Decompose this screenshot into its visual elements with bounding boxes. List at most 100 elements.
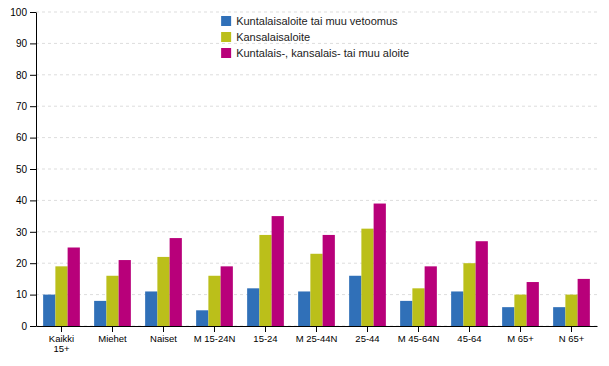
bar: [514, 295, 526, 326]
y-tick-mark: [30, 12, 36, 13]
y-tick-label: 10: [16, 289, 28, 300]
y-tick-mark: [30, 295, 36, 296]
bar: [94, 301, 106, 326]
x-tick: Miehet: [98, 326, 127, 344]
y-tick-label: 80: [16, 70, 28, 81]
bar: [451, 291, 463, 326]
x-tick-mark: [214, 326, 215, 332]
bar: [502, 307, 514, 326]
x-tick-label-line: Kaikki: [49, 333, 74, 344]
bar-series: [55, 229, 577, 326]
bar: [119, 260, 131, 326]
x-tick-mark: [112, 326, 113, 332]
plot: 0 10 20 30 40 50 60 70 80 90 100 Kaikki15+ Miehet Nai…: [10, 7, 597, 354]
chart: 0 10 20 30 40 50 60 70 80 90 100 Kaikki15+ Miehet Nai…: [0, 0, 609, 366]
x-tick-label: Kaikki15+: [49, 333, 74, 354]
legend-item: Kansalaisaloite: [221, 31, 310, 43]
bar-series: [68, 204, 590, 326]
y-tick: 60: [16, 132, 36, 143]
y-tick-label: 100: [10, 7, 27, 18]
legend-item: Kuntalais-, kansalais- tai muu aloite: [221, 47, 409, 59]
x-tick-label: Miehet: [98, 333, 127, 344]
bar: [361, 229, 373, 326]
y-tick-label: 20: [16, 258, 28, 269]
grid-line: [36, 74, 597, 75]
grid-line: [36, 200, 597, 201]
x-tick-label-line: N 65+: [559, 333, 585, 344]
y-tick: 30: [16, 227, 36, 238]
x-tick-mark: [418, 326, 419, 332]
bar: [55, 266, 67, 326]
y-tick-label: 30: [16, 227, 28, 238]
grid-line: [36, 169, 597, 170]
x-tick-mark: [520, 326, 521, 332]
x-tick-mark: [61, 326, 62, 332]
x-tick-label-line: Miehet: [98, 333, 127, 344]
x-tick-label-line: M 45-64N: [398, 333, 440, 344]
x-tick-label: M 25-44N: [296, 333, 338, 344]
bar: [578, 279, 590, 326]
legend: Kuntalaisaloite tai muu vetoomus Kansalai…: [221, 15, 409, 59]
x-tick-label: 25-44: [355, 333, 379, 344]
grid-line: [36, 106, 597, 107]
x-tick-label: Naiset: [150, 333, 177, 344]
x-tick: 15-24: [253, 326, 277, 344]
bar: [170, 238, 182, 326]
y-tick: 20: [16, 258, 36, 269]
y-tick-mark: [30, 106, 36, 107]
bar: [412, 288, 424, 326]
y-tick: 40: [16, 195, 36, 206]
x-tick-label: 45-64: [457, 333, 481, 344]
y-tick: 80: [16, 70, 36, 81]
legend-label: Kansalaisaloite: [236, 31, 310, 43]
grid-line: [36, 137, 597, 138]
x-tick: M 15-24N: [194, 326, 236, 344]
legend-label: Kuntalais-, kansalais- tai muu aloite: [236, 47, 409, 59]
chart-container: 0 10 20 30 40 50 60 70 80 90 100 Kaikki15+ Miehet Nai…: [0, 0, 609, 366]
bar: [221, 266, 233, 326]
bar: [196, 310, 208, 326]
y-tick-label: 90: [16, 38, 28, 49]
y-tick: 0: [21, 321, 36, 332]
bar: [310, 254, 322, 326]
bar: [553, 307, 565, 326]
y-tick-mark: [30, 43, 36, 44]
y-tick: 100: [10, 7, 36, 18]
x-tick-label: N 65+: [559, 333, 585, 344]
y-tick-label: 50: [16, 164, 28, 175]
legend-label: Kuntalaisaloite tai muu vetoomus: [236, 15, 398, 27]
y-tick-label: 0: [21, 321, 27, 332]
grid: [36, 12, 597, 326]
x-tick-label-line: Naiset: [150, 333, 177, 344]
x-tick: M 65+: [507, 326, 534, 344]
bars: [43, 204, 590, 326]
x-tick-label-line: M 15-24N: [194, 333, 236, 344]
x-tick: Kaikki15+: [49, 326, 74, 354]
x-tick-label: M 15-24N: [194, 333, 236, 344]
bar: [106, 276, 118, 326]
bar: [425, 266, 437, 326]
legend-swatch: [221, 16, 231, 26]
x-tick-label-line: 25-44: [355, 333, 379, 344]
bar: [259, 235, 271, 326]
y-tick-label: 70: [16, 101, 28, 112]
bar: [349, 276, 361, 326]
bar: [476, 241, 488, 326]
y-tick-mark: [30, 263, 36, 264]
y-tick-label: 40: [16, 195, 28, 206]
y-axis-line: [36, 13, 37, 327]
y-tick: 90: [16, 38, 36, 49]
x-tick-label-line: 15+: [53, 343, 70, 354]
y-tick-label: 60: [16, 132, 28, 143]
x-tick-mark: [163, 326, 164, 332]
bar: [298, 291, 310, 326]
x-tick-label-line: M 65+: [507, 333, 534, 344]
y-tick: 10: [16, 289, 36, 300]
y-tick-mark: [30, 169, 36, 170]
bar: [145, 291, 157, 326]
bar: [68, 248, 80, 327]
bar: [272, 216, 284, 326]
x-tick-label-line: 45-64: [457, 333, 481, 344]
x-tick-mark: [367, 326, 368, 332]
legend-swatch: [221, 48, 231, 58]
